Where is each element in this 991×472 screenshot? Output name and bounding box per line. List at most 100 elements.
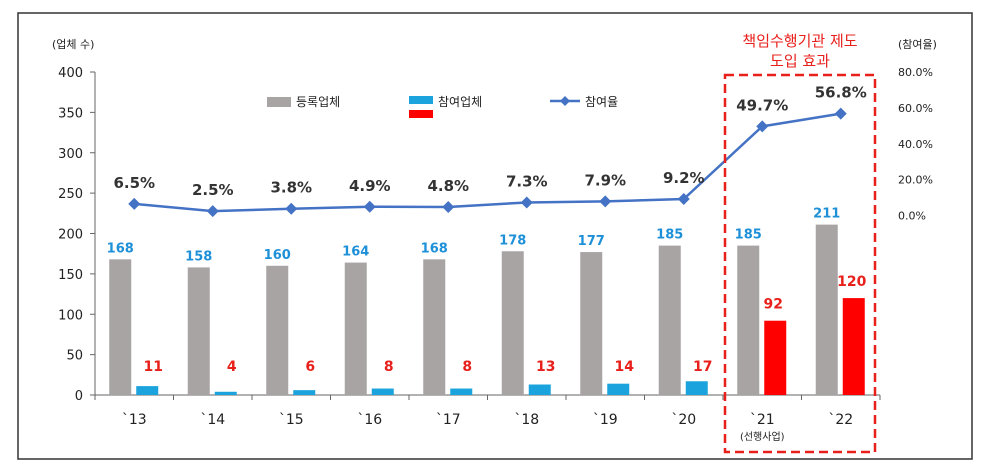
right-axis-title: (참여율) <box>898 38 937 51</box>
bar-registered-label: 185 <box>656 228 683 243</box>
right-axis-tick-label: 20.0% <box>898 174 933 187</box>
left-axis-tick-label: 400 <box>58 66 83 81</box>
bar-registered <box>501 251 524 395</box>
legend-label-registered: 등록업체 <box>296 95 340 109</box>
x-axis-label: `13 <box>122 412 147 428</box>
x-axis-label: `20 <box>671 412 696 428</box>
bar-participating <box>450 388 473 395</box>
rate-point <box>285 202 298 215</box>
left-axis-tick-label: 0 <box>75 389 83 404</box>
bar-registered-label: 185 <box>735 228 762 243</box>
legend-swatch-participating-highlight <box>409 110 433 118</box>
rate-point <box>834 107 847 120</box>
bar-participating <box>764 320 787 395</box>
rate-point-label: 3.8% <box>270 179 312 197</box>
rate-point-label: 6.5% <box>113 174 155 192</box>
rate-point-label: 9.2% <box>663 169 705 187</box>
bar-registered <box>109 259 132 395</box>
x-axis-label: `14 <box>200 412 225 428</box>
bar-participating-label: 17 <box>693 359 712 375</box>
rate-point <box>756 120 769 133</box>
bar-participating <box>293 390 316 395</box>
bar-participating <box>685 381 708 395</box>
bar-participating <box>371 388 394 395</box>
bar-labels: 168 11 158 4 160 6 164 8 168 8 178 13 177 14 185 17 185 9… <box>107 207 867 375</box>
annotation-line-2: 도입 효과 <box>770 52 830 70</box>
bar-registered-label: 160 <box>264 248 291 263</box>
bar-participating-label: 120 <box>837 274 866 290</box>
bar-participating <box>214 391 237 395</box>
x-axis-label: `21 <box>750 412 775 428</box>
left-axis-tick-label: 300 <box>58 147 83 162</box>
x-axis-label: `18 <box>514 412 539 428</box>
legend-swatch-participating <box>409 96 433 104</box>
legend: 등록업체 참여업체 참여율 <box>267 95 618 118</box>
right-axis-tick-label: 60.0% <box>898 102 933 115</box>
rate-point <box>520 196 533 209</box>
x-labels: `13 `14 `15 `16 `17 `18 `19 `20 `21 `22 (선행사업) <box>122 412 853 443</box>
x-axis-label: `19 <box>593 412 618 428</box>
legend-label-participating: 참여업체 <box>438 95 482 109</box>
x-axis-label: `17 <box>436 412 461 428</box>
rate-point-label: 7.3% <box>506 172 548 190</box>
left-axis-tick-label: 150 <box>58 268 83 283</box>
bar-registered-label: 211 <box>813 207 840 222</box>
bar-registered-label: 164 <box>342 245 369 260</box>
bar-registered <box>737 245 760 395</box>
annotation-line-1: 책임수행기관 제도 <box>742 32 857 50</box>
rate-point <box>677 193 690 206</box>
left-y-axis: 0 50 100 150 200 250 300 350 400 <box>58 66 95 404</box>
bar-registered-label: 178 <box>499 233 526 248</box>
bars <box>109 224 865 395</box>
bar-participating <box>842 298 865 395</box>
rate-point-label: 49.7% <box>736 96 788 114</box>
left-axis-tick-label: 250 <box>58 187 83 202</box>
rate-point <box>599 195 612 208</box>
rate-point <box>442 200 455 213</box>
right-axis-tick-label: 0.0% <box>898 210 926 223</box>
left-axis-tick-label: 200 <box>58 228 83 243</box>
left-axis-tick-label: 350 <box>58 106 83 121</box>
bar-registered <box>423 259 446 395</box>
rate-point-label: 4.8% <box>427 177 469 195</box>
bar-registered-label: 158 <box>185 249 212 264</box>
legend-label-rate: 참여율 <box>585 95 618 109</box>
bar-participating-label: 14 <box>615 359 635 375</box>
right-axis-tick-label: 80.0% <box>898 66 933 79</box>
bar-registered <box>187 267 210 395</box>
legend-swatch-registered <box>267 97 291 107</box>
bar-participating-label: 13 <box>536 359 555 375</box>
legend-swatch-rate-marker <box>560 96 570 106</box>
bar-registered <box>580 252 603 395</box>
bar-participating-label: 11 <box>144 359 163 375</box>
rate-point <box>363 200 376 213</box>
x-axis-label: `16 <box>357 412 382 428</box>
x-axis-ticks <box>94 395 881 400</box>
bar-registered-label: 168 <box>107 241 134 256</box>
highlight-box <box>723 73 877 454</box>
left-axis-title: (업체 수) <box>52 38 94 51</box>
rate-point <box>128 197 141 210</box>
bar-participating <box>136 386 159 395</box>
rate-point-label: 4.9% <box>349 177 391 195</box>
bar-participating-label: 8 <box>384 359 394 375</box>
x-axis-label: `22 <box>828 412 853 428</box>
rate-line: 6.5% 2.5% 3.8% 4.9% 4.8% 7.3% 7.9% 9.2% 49.7% 56.… <box>113 84 867 218</box>
bar-participating-label: 6 <box>305 359 315 375</box>
bar-registered <box>658 245 681 395</box>
bar-participating <box>607 383 630 395</box>
bar-registered <box>344 262 367 395</box>
bar-participating-label: 92 <box>764 297 783 313</box>
bar-participating <box>528 384 551 395</box>
bar-registered-label: 168 <box>421 241 448 256</box>
x-axis-label-note: (선행사업) <box>740 430 785 443</box>
bar-participating-label: 4 <box>227 359 237 375</box>
right-y-axis: 0.0% 20.0% 40.0% 60.0% 80.0% <box>898 66 933 223</box>
bar-registered-label: 177 <box>578 234 605 249</box>
rate-point-label: 2.5% <box>192 181 234 199</box>
bar-participating-label: 8 <box>462 359 472 375</box>
chart-frame <box>17 12 973 460</box>
left-axis-tick-label: 50 <box>66 349 83 364</box>
left-axis-tick-label: 100 <box>58 308 83 323</box>
